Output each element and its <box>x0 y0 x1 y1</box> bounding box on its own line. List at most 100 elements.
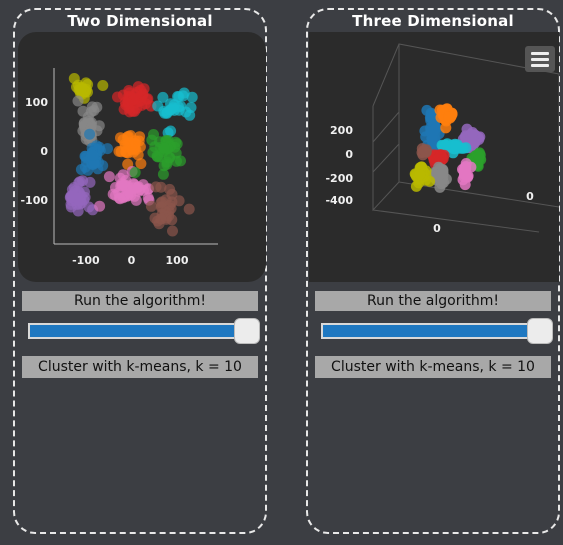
data-point <box>150 181 162 193</box>
k-label: Cluster with k-means, k = 10 <box>22 356 258 378</box>
panel-two-dimensional: Two Dimensional -100 0 100 100 0 -100 Run the… <box>13 8 267 534</box>
data-point <box>145 200 157 212</box>
data-point <box>132 81 144 93</box>
points-2d <box>64 73 198 237</box>
grid-line <box>372 111 400 143</box>
data-point <box>84 176 96 188</box>
data-point <box>420 146 432 158</box>
ticks-2d: -100 0 100 100 0 -100 <box>20 96 188 267</box>
data-point <box>102 143 113 155</box>
data-point <box>166 214 178 226</box>
data-point <box>432 153 444 165</box>
data-point <box>91 101 103 113</box>
data-point <box>450 140 461 152</box>
chart-menu-button[interactable] <box>525 46 555 72</box>
z-tick-label: 200 <box>330 124 353 137</box>
data-point <box>164 183 176 195</box>
y-tick-label: 0 <box>526 190 534 203</box>
data-point <box>119 138 131 150</box>
data-point <box>72 192 84 204</box>
z-tick-label: -200 <box>325 172 353 185</box>
data-point <box>113 145 125 157</box>
slider-thumb[interactable] <box>527 318 553 344</box>
panel-title: Three Dimensional <box>352 12 514 30</box>
ticks-3d: 200 0 -200 -400 0 0 <box>325 124 534 235</box>
data-point <box>135 158 147 170</box>
scatter-chart-3d: 200 0 -200 -400 0 0 <box>309 32 559 282</box>
data-point <box>72 95 84 107</box>
data-point <box>134 131 146 143</box>
data-point <box>180 106 192 118</box>
scatter-chart-2d: -100 0 100 100 0 -100 <box>18 32 266 282</box>
data-point <box>164 199 176 211</box>
data-point <box>80 77 92 89</box>
data-point <box>141 93 153 105</box>
data-point <box>110 189 121 201</box>
data-point <box>157 91 169 103</box>
data-point <box>155 213 167 225</box>
z-tick-label: 0 <box>345 148 353 161</box>
data-point <box>443 111 455 123</box>
data-point <box>68 73 80 84</box>
slider-thumb[interactable] <box>234 318 260 344</box>
data-point <box>457 163 468 175</box>
data-point <box>73 177 85 189</box>
data-point <box>129 89 141 101</box>
data-point <box>158 160 170 172</box>
data-point <box>148 129 159 140</box>
data-point <box>430 123 442 134</box>
data-point <box>84 128 96 140</box>
data-point <box>439 139 451 151</box>
grid-line <box>398 181 559 208</box>
data-point <box>103 171 115 183</box>
k-slider[interactable] <box>28 318 260 344</box>
data-point <box>186 91 198 103</box>
data-point <box>129 167 141 178</box>
data-point <box>467 127 478 138</box>
run-algorithm-button[interactable]: Run the algorithm! <box>22 291 258 311</box>
panel-three-dimensional: Three Dimensional 200 0 -200 -400 0 0 Run the… <box>306 8 560 534</box>
k-slider[interactable] <box>321 318 553 344</box>
data-point <box>440 122 452 134</box>
x-tick-label: 0 <box>128 254 136 267</box>
data-point <box>462 171 474 183</box>
grid-back <box>372 43 559 152</box>
data-point <box>97 80 109 91</box>
data-point <box>94 200 106 212</box>
data-point <box>167 225 178 237</box>
data-point <box>183 203 195 215</box>
data-point <box>119 96 131 108</box>
run-algorithm-button[interactable]: Run the algorithm! <box>315 291 551 311</box>
scatter-plot-2d: -100 0 100 100 0 -100 <box>20 68 218 267</box>
data-point <box>129 190 140 202</box>
data-point <box>158 142 170 154</box>
data-point <box>72 205 84 217</box>
data-point <box>468 136 480 148</box>
data-point <box>410 180 422 192</box>
grid-line <box>372 143 400 173</box>
y-tick-label: 100 <box>25 96 48 109</box>
x-tick-label: 0 <box>433 222 441 235</box>
x-tick-label: 100 <box>166 254 189 267</box>
scatter-plot-3d: 200 0 -200 -400 0 0 <box>325 43 559 235</box>
data-point <box>147 147 159 158</box>
data-point <box>155 201 167 213</box>
grid-side <box>372 44 400 212</box>
grid-line <box>372 209 540 233</box>
data-point <box>173 195 185 207</box>
k-label: Cluster with k-means, k = 10 <box>315 356 551 378</box>
hamburger-icon <box>531 58 549 61</box>
hamburger-icon <box>531 64 549 67</box>
data-point <box>157 168 169 180</box>
z-tick-label: -400 <box>325 194 353 207</box>
data-point <box>419 125 431 137</box>
y-tick-label: 0 <box>40 145 48 158</box>
y-tick-label: -100 <box>20 194 48 207</box>
data-point <box>171 155 182 167</box>
data-point <box>75 164 87 175</box>
hamburger-icon <box>531 52 549 55</box>
data-point <box>129 105 140 117</box>
x-tick-label: -100 <box>72 254 100 267</box>
data-point <box>177 90 189 102</box>
data-point <box>116 178 128 190</box>
